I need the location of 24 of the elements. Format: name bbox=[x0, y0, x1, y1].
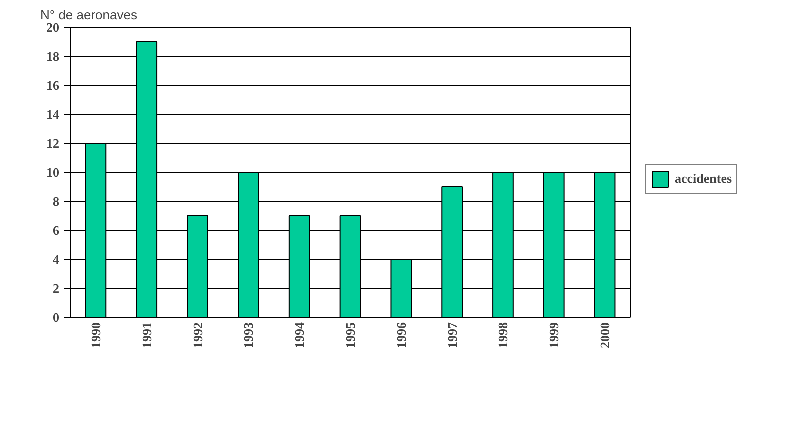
x-tick-label: 1995 bbox=[343, 322, 358, 348]
x-tick-label: 1991 bbox=[139, 322, 154, 348]
y-tick-label: 20 bbox=[46, 20, 60, 35]
y-tick-label: 0 bbox=[53, 310, 60, 325]
x-tick-label: 1994 bbox=[292, 322, 308, 348]
x-tick-label: 1996 bbox=[394, 322, 409, 348]
legend-label: accidentes bbox=[675, 170, 732, 186]
y-tick-label: 14 bbox=[46, 107, 60, 122]
y-tick-label: 4 bbox=[53, 252, 60, 267]
y-tick-label: 10 bbox=[46, 165, 60, 180]
y-axis-title: N° de aeronaves bbox=[40, 8, 138, 22]
y-tick-label: 6 bbox=[53, 223, 60, 238]
y-tick-label: 18 bbox=[46, 49, 60, 64]
x-tick-label: 1998 bbox=[496, 322, 511, 348]
y-tick-label: 8 bbox=[53, 194, 60, 209]
x-tick-label: 1999 bbox=[546, 322, 562, 348]
y-tick-label: 12 bbox=[46, 136, 60, 151]
y-tick-label: 16 bbox=[46, 78, 60, 93]
y-tick-label: 2 bbox=[53, 281, 60, 296]
x-tick-label: 2000 bbox=[598, 322, 613, 348]
x-tick-label: 1992 bbox=[190, 322, 206, 348]
x-tick-label: 1997 bbox=[444, 322, 460, 348]
x-tick-label: 1990 bbox=[88, 322, 104, 348]
x-tick-label: 1993 bbox=[241, 322, 256, 348]
